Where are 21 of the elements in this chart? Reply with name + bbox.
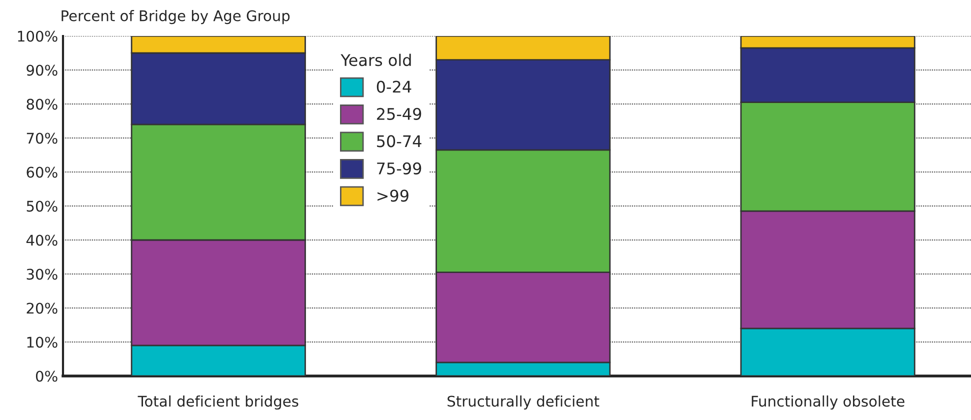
y-tick-label: 100% bbox=[18, 30, 58, 42]
y-tick-label: 60% bbox=[26, 166, 58, 178]
legend-label: >99 bbox=[378, 190, 408, 202]
legend-label: 0-24 bbox=[376, 80, 412, 93]
y-tick-label: 70% bbox=[26, 132, 58, 144]
y-tick-label: 30% bbox=[26, 268, 58, 280]
y-tick-label: 20% bbox=[26, 302, 58, 314]
y-tick-label: 80% bbox=[26, 98, 58, 110]
legend-label: 75-99 bbox=[377, 162, 422, 174]
x-tick-label: Functionally obsolete bbox=[752, 395, 904, 410]
y-axis-title: Percent of Bridge by Age Group bbox=[62, 10, 290, 24]
y-tick-label: 90% bbox=[26, 64, 58, 76]
y-tick-label: 0% bbox=[36, 370, 58, 382]
x-tick-label: Total deficient bridges bbox=[138, 395, 298, 410]
y-tick-label: 40% bbox=[26, 234, 58, 246]
y-tick-label: 50% bbox=[26, 200, 58, 212]
legend-title: Years old bbox=[340, 54, 411, 66]
legend-label: 25-49 bbox=[377, 108, 422, 120]
x-tick-label: Structurally deficient bbox=[448, 395, 600, 410]
legend-label: 50-74 bbox=[377, 135, 422, 148]
y-tick-label: 10% bbox=[27, 336, 58, 348]
